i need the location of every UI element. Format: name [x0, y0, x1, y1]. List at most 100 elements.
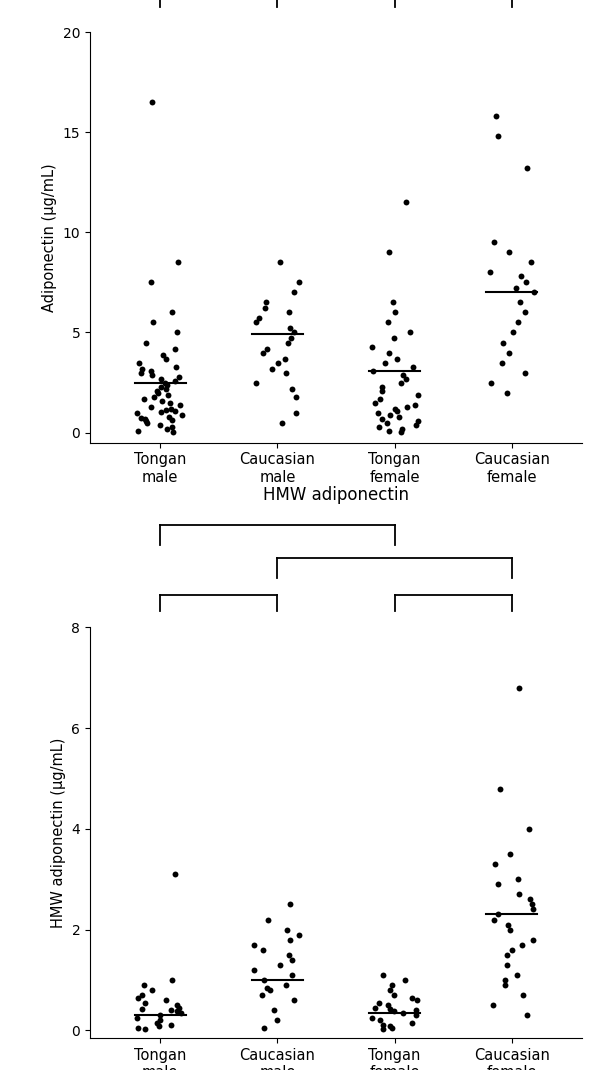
Point	[257, 987, 267, 1004]
Point	[158, 346, 167, 363]
Point	[164, 386, 173, 403]
Point	[154, 1018, 163, 1035]
Point	[140, 994, 149, 1011]
Point	[167, 418, 177, 435]
Point	[368, 338, 377, 355]
Point	[520, 364, 530, 381]
Point	[262, 979, 271, 996]
Point	[385, 244, 394, 261]
Point	[410, 396, 420, 413]
Point	[385, 406, 395, 423]
Point	[277, 414, 286, 431]
Point	[153, 384, 163, 401]
Point	[133, 422, 143, 439]
Point	[170, 372, 179, 389]
Point	[263, 911, 273, 928]
Point	[164, 408, 174, 425]
Point	[388, 294, 398, 311]
Point	[386, 1018, 395, 1035]
Point	[289, 992, 299, 1009]
Point	[523, 159, 532, 177]
Point	[517, 268, 526, 285]
Point	[137, 987, 147, 1004]
Point	[157, 392, 167, 409]
Point	[136, 409, 146, 426]
Point	[391, 304, 400, 321]
Point	[401, 194, 411, 211]
Point	[513, 314, 523, 331]
Point	[407, 1014, 417, 1031]
Point	[136, 364, 146, 381]
Point	[132, 404, 142, 422]
Point	[142, 334, 151, 351]
Point	[259, 1020, 269, 1037]
Point	[260, 300, 270, 317]
Point	[285, 896, 295, 913]
Point	[512, 966, 521, 983]
Point	[172, 996, 182, 1013]
Point	[502, 957, 512, 974]
Point	[373, 404, 382, 422]
Point	[524, 821, 534, 838]
Point	[391, 400, 400, 417]
Point	[383, 996, 392, 1013]
Point	[367, 1009, 377, 1026]
Point	[133, 989, 143, 1006]
Point	[173, 254, 183, 271]
Point	[275, 957, 285, 974]
Point	[503, 946, 512, 963]
Point	[388, 977, 397, 994]
Point	[146, 362, 156, 379]
Point	[152, 1014, 161, 1031]
Point	[500, 972, 510, 989]
Point	[498, 334, 508, 351]
Point	[275, 254, 285, 271]
Point	[152, 382, 162, 399]
Point	[167, 972, 177, 989]
Point	[526, 254, 535, 271]
Point	[402, 398, 412, 415]
Point	[284, 946, 294, 963]
Text: HMW adiponectin: HMW adiponectin	[263, 486, 409, 504]
Point	[289, 324, 299, 341]
Point	[155, 1012, 164, 1029]
Point	[388, 1020, 397, 1037]
Point	[143, 414, 152, 431]
Point	[383, 314, 393, 331]
Point	[525, 891, 535, 908]
Point	[251, 374, 260, 392]
Point	[282, 921, 292, 938]
Point	[409, 358, 418, 376]
Point	[514, 871, 523, 888]
Point	[294, 926, 304, 943]
Point	[163, 376, 172, 393]
Y-axis label: HMW adiponectin (μg/mL): HMW adiponectin (μg/mL)	[51, 737, 66, 928]
Point	[170, 402, 180, 419]
Point	[283, 334, 292, 351]
Point	[140, 1021, 150, 1038]
Point	[142, 412, 151, 429]
Point	[167, 304, 177, 321]
Point	[521, 274, 531, 291]
Point	[529, 901, 538, 918]
Point	[174, 999, 184, 1016]
Point	[147, 981, 157, 998]
Point	[406, 324, 415, 341]
Point	[412, 992, 422, 1009]
Point	[376, 389, 385, 407]
Point	[140, 410, 149, 427]
Point	[371, 394, 380, 411]
Point	[294, 274, 304, 291]
Point	[171, 358, 181, 376]
Point	[515, 679, 524, 697]
Point	[400, 972, 410, 989]
Point	[162, 421, 172, 438]
Point	[368, 362, 377, 379]
Point	[287, 380, 297, 397]
Point	[392, 350, 402, 367]
Point	[497, 354, 506, 371]
Point	[161, 380, 170, 397]
Point	[287, 951, 297, 968]
Point	[383, 414, 392, 431]
Point	[398, 1004, 408, 1021]
